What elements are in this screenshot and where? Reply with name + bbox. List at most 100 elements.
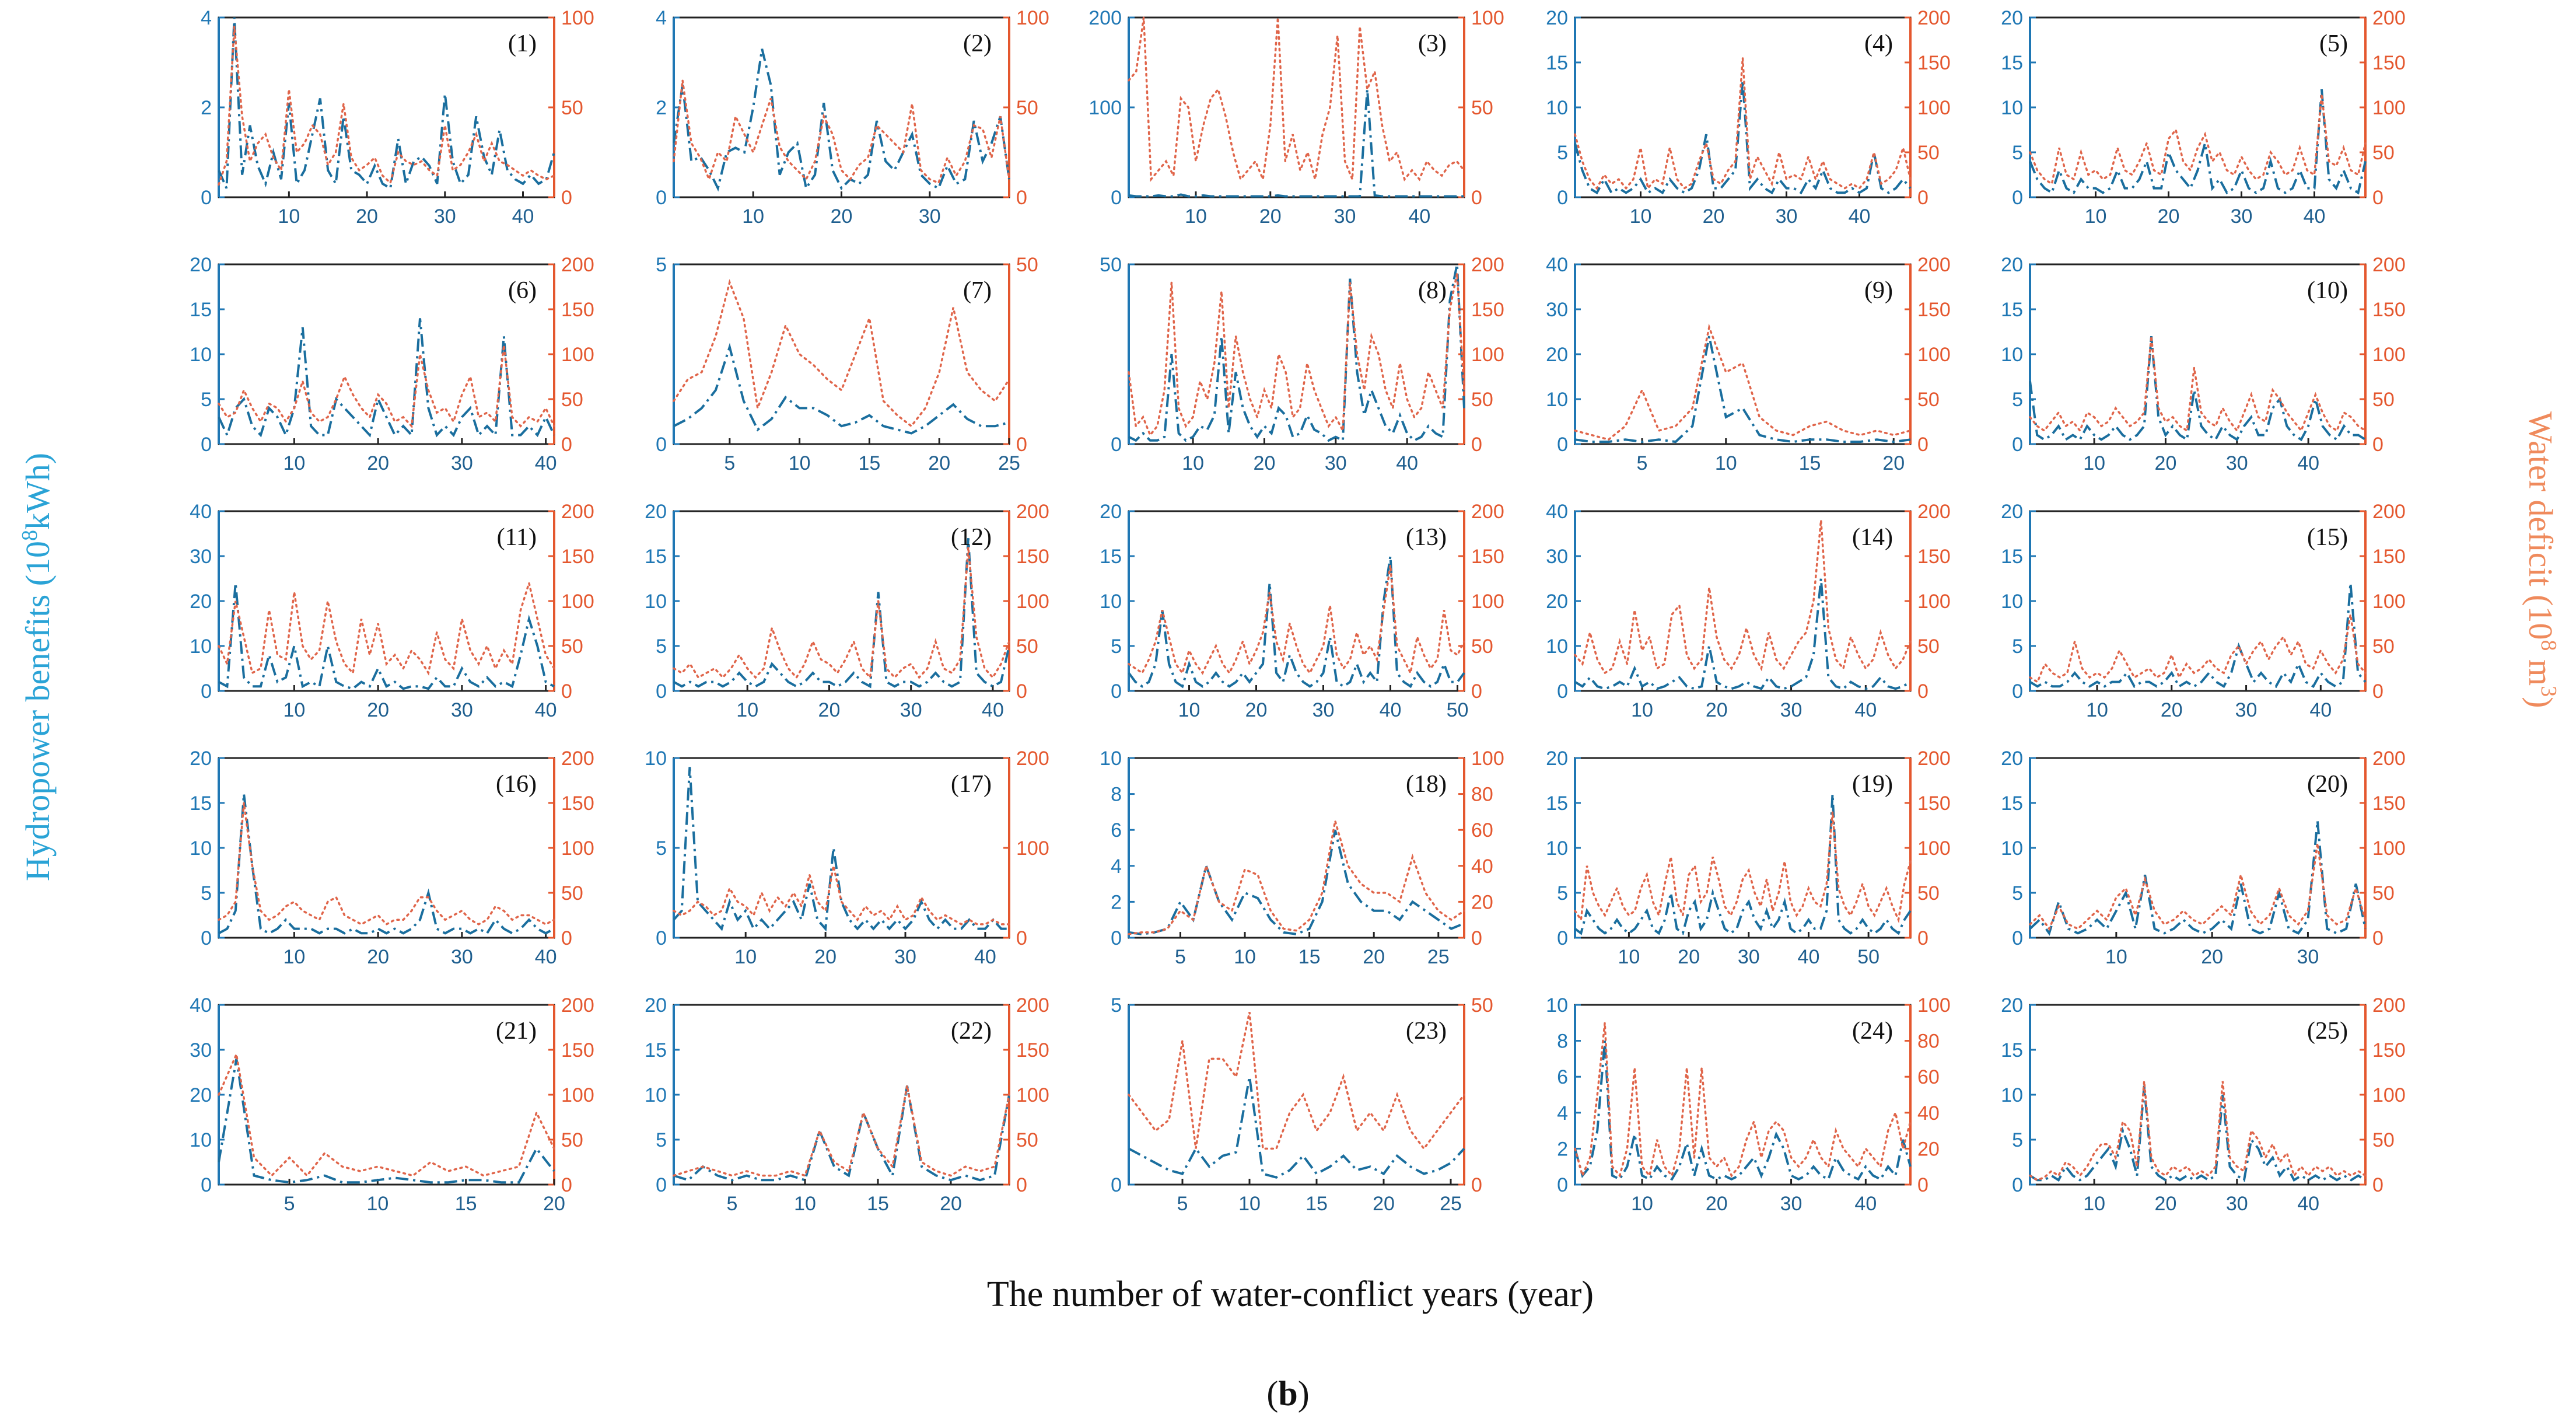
x-tick-label: 40 [1408,205,1430,228]
x-tick-label: 10 [1238,1193,1261,1215]
x-tick-label: 20 [367,946,389,968]
hydropower-series-line [218,318,555,439]
left-y-tick-label: 4 [656,7,667,29]
right-y-tick-label: 0 [561,680,572,703]
left-y-tick-label: 10 [645,748,667,770]
water-deficit-series-line [673,865,1010,925]
panel-number-label: (16) [496,771,537,798]
x-tick-label: 10 [736,699,758,721]
right-y-tick-label: 50 [561,635,583,658]
left-y-tick-label: 10 [1100,591,1122,613]
plot-frame [1574,16,1912,198]
right-y-tick-label: 0 [1917,680,1929,703]
x-tick-label: 20 [2155,452,2177,474]
x-tick-label: 20 [814,946,836,968]
right-y-tick-label: 200 [1917,254,1951,276]
left-y-tick-label: 20 [2001,994,2023,1017]
left-y-tick-label: 0 [2012,1174,2023,1196]
left-y-tick-label: 0 [201,927,212,949]
left-y-tick-label: 8 [1557,1031,1568,1053]
right-y-tick-label: 50 [2372,635,2395,658]
hydropower-series-line [1574,80,1912,195]
hydropower-series-line [218,583,555,690]
panel-number-label: (21) [496,1018,537,1045]
right-y-tick-label: 0 [1471,434,1482,456]
x-tick-label: 20 [1259,205,1282,228]
left-y-tick-label: 0 [1557,680,1568,703]
left-y-tick-label: 6 [1111,819,1122,841]
x-tick-label: 40 [2309,699,2332,721]
left-y-tick-label: 2 [656,97,667,119]
left-y-tick-label: 10 [1546,97,1568,119]
right-y-tick-label: 0 [561,1174,572,1196]
x-tick-label: 5 [724,452,735,474]
water-deficit-series-line [1128,1011,1465,1151]
right-y-tick-label: 50 [1016,1129,1038,1151]
right-y-tick-label: 150 [561,1039,594,1061]
right-y-tick-label: 100 [561,591,594,613]
panel-number-label: (5) [2319,30,2348,57]
right-y-tick-label: 200 [1917,501,1951,523]
hydropower-series-line [218,1059,555,1184]
x-tick-label: 10 [2085,205,2107,228]
left-y-tick-label: 0 [1111,927,1122,949]
left-y-tick-label: 20 [1546,7,1568,29]
right-y-tick-label: 200 [561,994,594,1017]
right-y-tick-label: 200 [2372,994,2406,1017]
left-y-tick-label: 0 [1111,187,1122,209]
right-y-tick-label: 100 [2372,1084,2406,1106]
right-y-tick-label: 150 [2372,792,2406,815]
x-tick-label: 30 [451,946,473,968]
water-deficit-series-line [218,345,555,429]
x-tick-label: 30 [2231,205,2253,228]
left-y-tick-label: 15 [2001,546,2023,568]
panel-number-label: (25) [2307,1018,2348,1045]
water-deficit-series-line [1574,58,1912,191]
panel-number-label: (12) [951,524,992,551]
left-y-tick-label: 0 [1111,1174,1122,1196]
right-y-tick-label: 100 [2372,344,2406,366]
x-tick-label: 10 [742,205,764,228]
x-tick-label: 40 [2304,205,2326,228]
hydropower-series-line [1128,829,1465,935]
x-tick-label: 20 [818,699,841,721]
right-y-tick-label: 100 [1917,837,1951,860]
x-tick-label: 15 [455,1193,477,1215]
left-y-tick-label: 10 [190,1129,212,1151]
water-deficit-series-line [218,579,555,676]
water-deficit-series-line [1128,273,1465,438]
right-y-tick-label: 100 [1471,591,1504,613]
x-tick-label: 5 [727,1193,738,1215]
left-y-tick-label: 0 [201,1174,212,1196]
left-y-tick-label: 20 [2001,748,2023,770]
water-deficit-series-line [1574,812,1912,924]
hydropower-series-line [1128,556,1465,689]
right-y-axis-label-exponent-3: 3 [2536,686,2561,697]
left-y-tick-label: 20 [1546,344,1568,366]
x-tick-label: 10 [283,946,305,968]
left-y-tick-label: 5 [2012,389,2023,411]
right-y-tick-label: 50 [2372,389,2395,411]
right-y-tick-label: 50 [561,882,583,904]
right-y-tick-label: 200 [1016,748,1049,770]
x-tick-label: 20 [1706,699,1728,721]
water-deficit-series-line [218,26,555,186]
right-y-tick-label: 0 [2372,434,2384,456]
x-tick-label: 40 [1396,452,1418,474]
x-tick-label: 30 [919,205,941,228]
x-tick-label: 20 [1363,946,1385,968]
right-y-tick-label: 100 [1471,344,1504,366]
x-tick-label: 30 [434,205,456,228]
x-tick-label: 5 [1177,1193,1188,1215]
x-tick-label: 10 [2086,699,2108,721]
hydropower-series-line [1574,336,1911,443]
right-y-tick-label: 200 [1471,501,1504,523]
right-y-tick-label: 40 [1471,855,1493,878]
right-y-tick-label: 50 [2372,882,2395,904]
left-y-tick-label: 2 [1111,891,1122,913]
right-y-tick-label: 150 [561,792,594,815]
left-y-tick-label: 15 [190,792,212,815]
